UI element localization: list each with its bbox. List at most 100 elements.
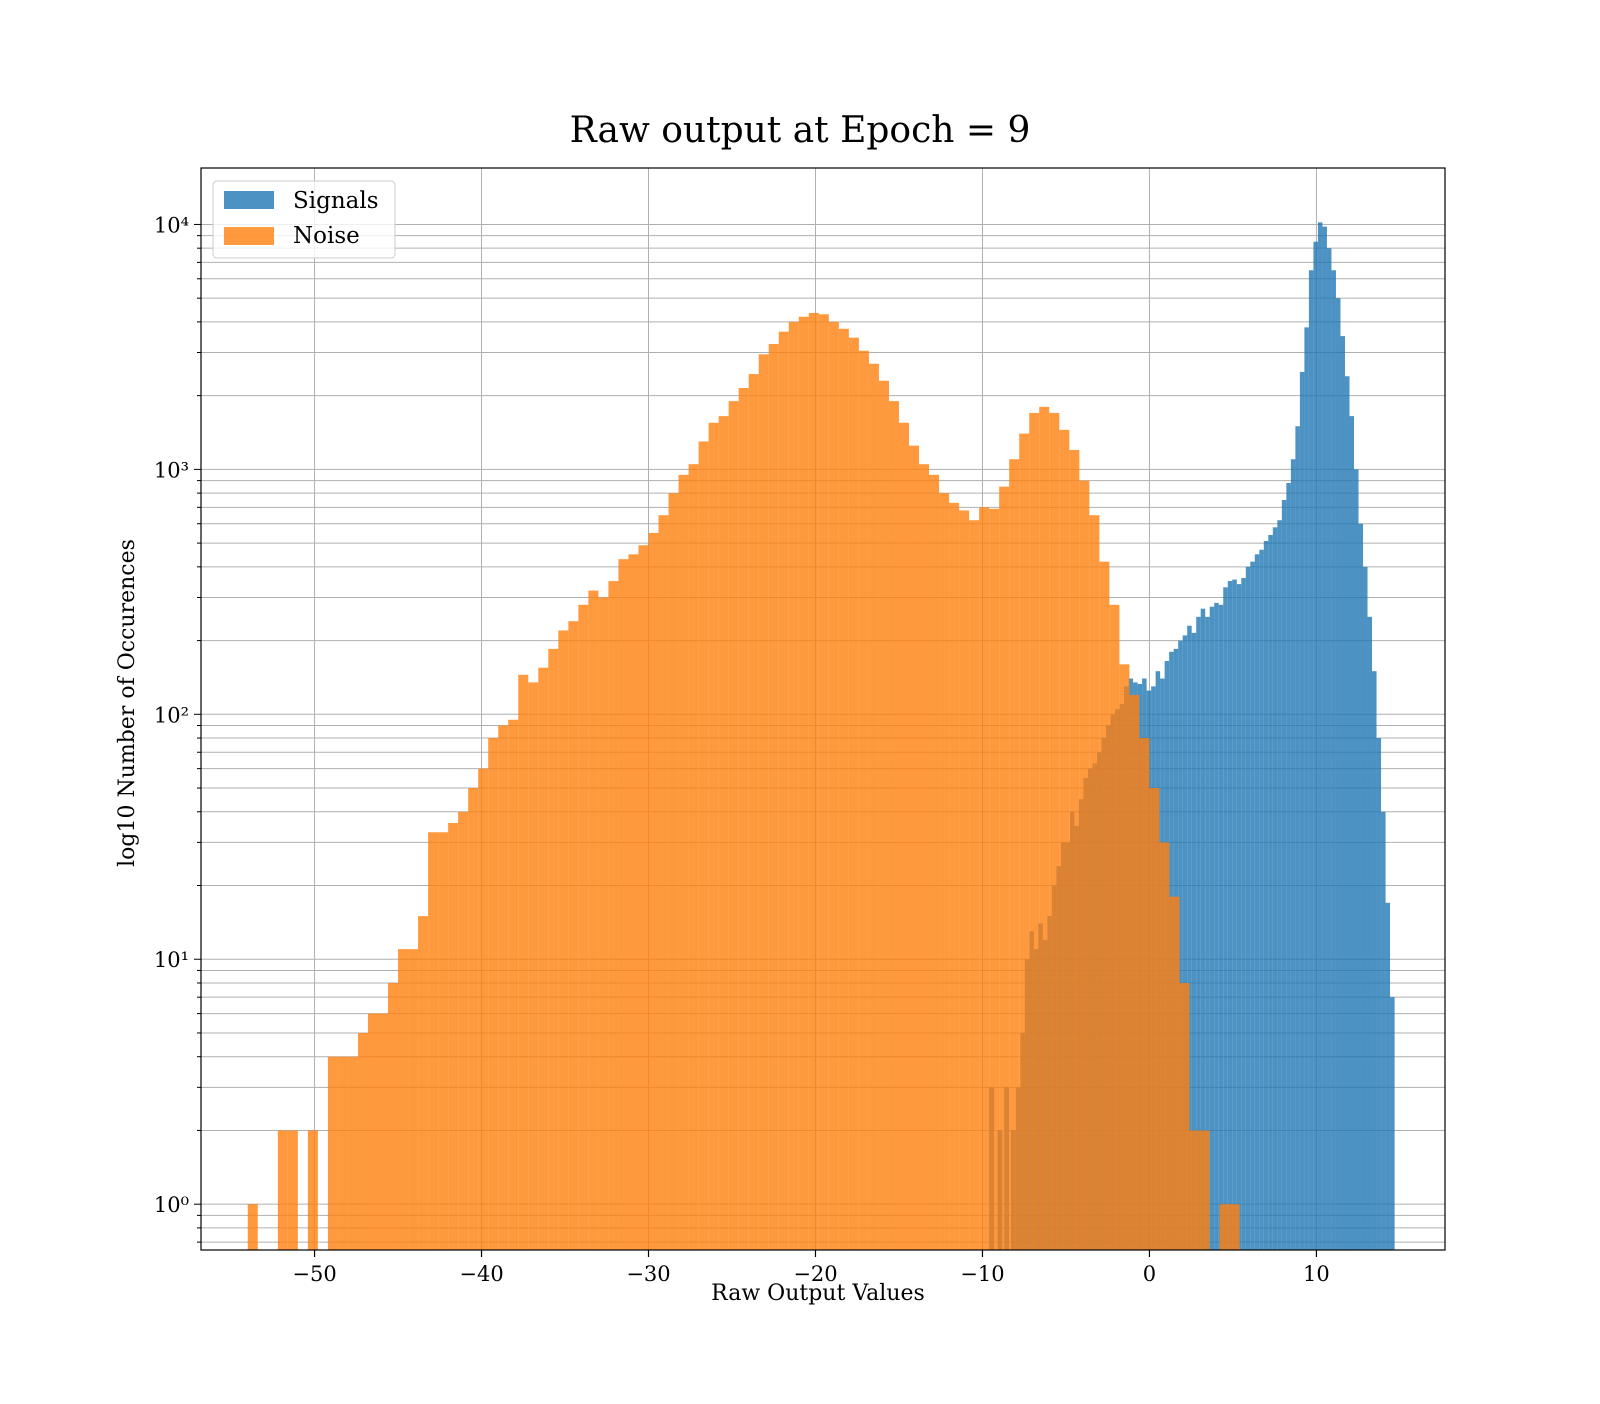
bar-signals xyxy=(1358,523,1364,1250)
bar-noise xyxy=(728,401,739,1250)
bar-noise xyxy=(1109,604,1120,1250)
bar-noise xyxy=(448,822,459,1250)
bar-noise xyxy=(538,667,549,1250)
x-tick-label: −20 xyxy=(793,1262,837,1286)
legend-label-signals: Signals xyxy=(293,188,379,214)
bar-noise xyxy=(327,1056,338,1250)
x-tick-label: −40 xyxy=(459,1262,503,1286)
bar-signals xyxy=(1236,584,1242,1250)
bar-noise xyxy=(848,337,859,1251)
bar-signals xyxy=(1376,738,1382,1250)
x-axis-label: Raw Output Values xyxy=(711,1281,925,1306)
bar-signals xyxy=(1290,459,1296,1251)
bar-signals xyxy=(1340,336,1345,1250)
y-axis-label: log10 Number of Occurences xyxy=(115,539,140,867)
bar-noise xyxy=(808,312,819,1250)
bar-noise xyxy=(989,508,1000,1250)
bar-noise xyxy=(868,363,879,1250)
bar-noise xyxy=(949,502,960,1250)
bar-noise xyxy=(1019,433,1030,1250)
legend: Signals Noise xyxy=(212,180,396,259)
bar-noise xyxy=(969,520,980,1250)
bar-noise xyxy=(748,374,759,1251)
bar-noise xyxy=(408,949,419,1250)
bar-signals xyxy=(1295,426,1300,1250)
bar-noise xyxy=(648,532,659,1250)
bar-noise xyxy=(548,648,559,1250)
bar-noise xyxy=(337,1056,348,1250)
bar-noise xyxy=(1219,1204,1230,1250)
bar-noise xyxy=(638,545,649,1250)
bar-noise xyxy=(798,316,809,1250)
bars-layer xyxy=(247,222,1395,1251)
bar-noise xyxy=(858,350,869,1251)
bar-signals xyxy=(1178,640,1183,1250)
legend-label-noise: Noise xyxy=(293,223,360,249)
bar-noise xyxy=(388,982,399,1250)
plot-frame xyxy=(200,167,1446,1251)
bar-noise xyxy=(658,515,669,1250)
bar-noise xyxy=(929,474,940,1250)
bar-signals xyxy=(1254,554,1260,1250)
bar-signals xyxy=(1390,997,1395,1250)
bar-noise xyxy=(428,832,439,1250)
bar-signals xyxy=(1250,561,1255,1250)
bar-signals xyxy=(1299,371,1305,1250)
bar-noise xyxy=(468,788,479,1250)
bar-noise xyxy=(758,354,769,1250)
bar-signals xyxy=(1281,499,1287,1250)
bar-signals xyxy=(1349,416,1354,1250)
bar-noise xyxy=(999,486,1010,1250)
bar-noise xyxy=(838,328,849,1250)
bar-noise xyxy=(1139,738,1150,1250)
bar-signals xyxy=(1187,625,1192,1250)
bar-noise xyxy=(939,493,950,1251)
y-tick-label: 10⁴ xyxy=(154,213,189,237)
bar-noise xyxy=(1069,449,1080,1250)
bar-noise xyxy=(598,597,609,1250)
bar-signals xyxy=(1227,581,1233,1250)
x-tick-label: 0 xyxy=(1143,1262,1156,1286)
bar-noise xyxy=(688,464,699,1251)
bar-noise xyxy=(1179,982,1190,1250)
bar-signals xyxy=(1241,578,1246,1250)
bar-noise xyxy=(678,474,689,1250)
bar-noise xyxy=(788,321,799,1250)
bar-noise xyxy=(888,401,899,1250)
bar-signals xyxy=(1367,616,1373,1250)
bar-signals xyxy=(1214,602,1219,1250)
x-tick-label: 10 xyxy=(1303,1262,1330,1286)
bar-noise xyxy=(1059,429,1070,1250)
bar-noise xyxy=(738,387,749,1250)
bar-noise xyxy=(708,422,719,1250)
bar-noise xyxy=(588,590,599,1250)
bar-noise xyxy=(908,445,920,1251)
bar-noise xyxy=(518,674,529,1250)
bar-noise xyxy=(247,1204,258,1250)
bar-signals xyxy=(1326,248,1332,1251)
bar-noise xyxy=(568,621,579,1250)
bar-signals xyxy=(1308,270,1314,1251)
bar-noise xyxy=(1009,459,1020,1251)
bar-signals xyxy=(1304,327,1309,1250)
chart-title: Raw output at Epoch = 9 xyxy=(570,110,1031,151)
bar-signals xyxy=(1272,527,1278,1250)
x-tick-label: −30 xyxy=(626,1262,670,1286)
ticks-layer: −50 −40 −30 −20 −10 0 10 10⁰ 10¹ 10² 10³ 10⁴ xyxy=(154,213,1330,1286)
bar-signals xyxy=(1363,566,1368,1250)
bar-signals xyxy=(1335,298,1341,1250)
bar-signals xyxy=(1196,616,1201,1250)
bar-noise xyxy=(287,1130,298,1250)
bar-signals xyxy=(1286,482,1291,1251)
bar-noise xyxy=(478,768,489,1250)
bar-noise xyxy=(277,1130,288,1250)
y-tick-label: 10⁰ xyxy=(154,1193,189,1217)
bar-noise xyxy=(1079,480,1090,1251)
bar-noise xyxy=(398,949,409,1250)
bar-noise xyxy=(578,604,589,1250)
bar-noise xyxy=(508,719,519,1250)
bar-signals xyxy=(1331,270,1336,1251)
bar-noise xyxy=(307,1130,318,1250)
bar-noise xyxy=(357,1032,368,1250)
bar-noise xyxy=(618,559,629,1250)
